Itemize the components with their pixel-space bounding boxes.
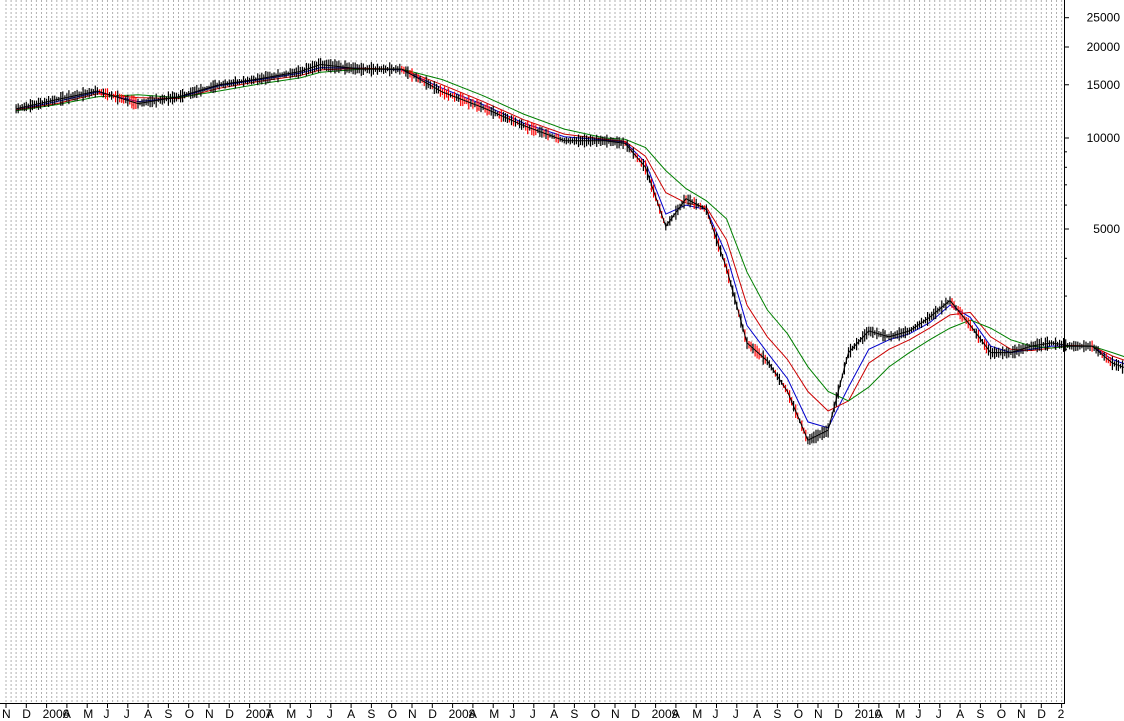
x-tick-label: S [976, 707, 984, 721]
x-tick-label: O [185, 707, 194, 721]
x-tick-label: D [631, 707, 640, 721]
x-tick-label: D [225, 707, 234, 721]
x-tick-label: O [997, 707, 1006, 721]
x-tick-label: M [895, 707, 905, 721]
x-tick-label: J [124, 707, 130, 721]
x-tick-label: J [733, 707, 739, 721]
x-tick-label: D [834, 707, 843, 721]
x-tick-label: 2009 [652, 707, 679, 721]
x-tick-label: D [428, 707, 437, 721]
x-tick-label: A [956, 707, 964, 721]
x-tick-label: O [794, 707, 803, 721]
x-tick-label: M [489, 707, 499, 721]
x-tick-label: D [1037, 707, 1046, 721]
x-tick-label: J [104, 707, 110, 721]
x-tick-label: J [530, 707, 536, 721]
y-tick-label: 25000 [1087, 11, 1121, 25]
axes [0, 0, 1065, 704]
price-series [15, 58, 1124, 445]
x-tick-label: J [327, 707, 333, 721]
x-tick-label: J [936, 707, 942, 721]
moving-average-lines [16, 67, 1124, 429]
x-tick-label: A [63, 707, 71, 721]
x-tick-label: O [591, 707, 600, 721]
vertical-gridlines [5, 0, 1063, 703]
x-tick-label: A [266, 707, 274, 721]
x-tick-label: J [510, 707, 516, 721]
x-tick-label: 2006 [43, 707, 70, 721]
x-tick-label: S [570, 707, 578, 721]
x-tick-label: M [692, 707, 702, 721]
y-tick-labels: 25000 20000 15000 10000 5000 [1064, 11, 1120, 350]
y-tick-label: 15000 [1087, 78, 1121, 92]
x-tick-label: M [286, 707, 296, 721]
moving-average-long-line [16, 68, 1124, 402]
x-tick-label: A [550, 707, 558, 721]
y-tick-label: 20000 [1087, 40, 1121, 54]
x-tick-label: N [205, 707, 214, 721]
y-tick-label: 5000 [1093, 222, 1120, 236]
x-tick-label: M [83, 707, 93, 721]
x-tick-label: N [611, 707, 620, 721]
x-tick-label: A [144, 707, 152, 721]
x-tick-label: A [672, 707, 680, 721]
x-tick-label: N [814, 707, 823, 721]
x-tick-label: S [773, 707, 781, 721]
x-tick-label: N [2, 707, 11, 721]
x-tick-label: A [347, 707, 355, 721]
x-tick-label: N [408, 707, 417, 721]
price-close-line [15, 63, 1124, 441]
x-tick-label: S [164, 707, 172, 721]
x-tick-label: 2 [1058, 707, 1065, 721]
x-tick-label: J [307, 707, 313, 721]
x-tick-label: 2010 [855, 707, 882, 721]
x-tick-label: A [875, 707, 883, 721]
moving-average-short-line [16, 67, 1124, 429]
x-tick-label: A [469, 707, 477, 721]
y-tick-label: 10000 [1087, 131, 1121, 145]
x-tick-label: D [22, 707, 31, 721]
x-tick-label: 2008 [449, 707, 476, 721]
x-tick-label: J [916, 707, 922, 721]
x-tick-label: J [713, 707, 719, 721]
x-tick-label: O [388, 707, 397, 721]
x-tick-label: 2007 [246, 707, 273, 721]
moving-average-mid-line [16, 67, 1124, 412]
x-tick-label: S [367, 707, 375, 721]
x-tick-label: N [1017, 707, 1026, 721]
x-tick-label: A [753, 707, 761, 721]
